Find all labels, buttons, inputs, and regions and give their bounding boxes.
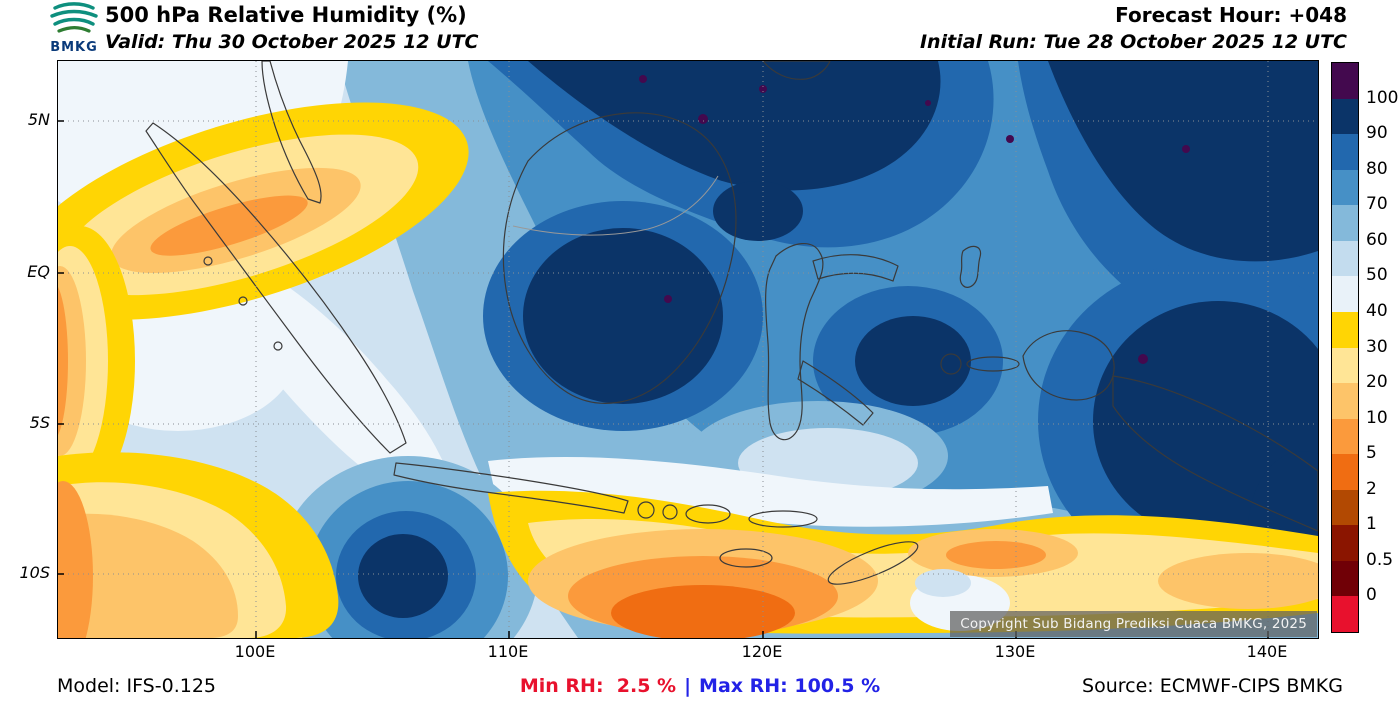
colorbar-tick-label: 40 <box>1366 300 1388 321</box>
bmkg-logo-icon <box>48 2 100 43</box>
colorbar-segment <box>1332 525 1358 561</box>
lon-label: 100E <box>234 642 276 661</box>
colorbar-tick-label: 20 <box>1366 372 1388 393</box>
lon-label: 130E <box>994 642 1036 661</box>
forecast-hour: Forecast Hour: +048 <box>1115 3 1347 27</box>
lon-label: 110E <box>487 642 529 661</box>
colorbar-segment <box>1332 205 1358 241</box>
max-rh: Max RH: 100.5 % <box>699 675 881 697</box>
model-label: Model: IFS-0.125 <box>57 675 216 697</box>
rh-map-svg <box>58 61 1318 638</box>
colorbar-tick-label: 0 <box>1366 585 1377 606</box>
colorbar-segment <box>1332 560 1358 597</box>
bmkg-logo: BMKG <box>44 1 104 55</box>
axis-ticks <box>58 120 1269 638</box>
colorbar-tick-label: 90 <box>1366 123 1388 144</box>
colorbar-segment <box>1332 169 1358 206</box>
colorbar-segment <box>1332 418 1358 455</box>
lat-label: EQ <box>27 262 50 281</box>
min-rh: Min RH: 2.5 % <box>519 675 677 697</box>
colorbar-tick-label: 30 <box>1366 336 1388 357</box>
page-title: 500 hPa Relative Humidity (%) <box>105 3 467 27</box>
colorbar-segment <box>1332 240 1358 277</box>
coastlines <box>145 61 1318 585</box>
colorbar-segment <box>1332 311 1358 348</box>
valid-time: Valid: Thu 30 October 2025 12 UTC <box>105 31 479 53</box>
lat-label: 10S <box>19 563 50 582</box>
colorbar-segment <box>1332 276 1358 312</box>
colorbar-tick-label: 100 <box>1366 87 1399 108</box>
lat-label: 5N <box>27 110 50 129</box>
colorbar-tick-label: 0.5 <box>1366 549 1394 570</box>
colorbar-tick-label: 2 <box>1366 478 1377 499</box>
colorbar-tick-label: 70 <box>1366 194 1388 215</box>
colorbar-segment <box>1332 347 1358 384</box>
gridlines <box>58 61 1318 638</box>
bmkg-logo-label: BMKG <box>50 40 98 55</box>
colorbar-segment <box>1332 63 1358 99</box>
copyright-overlay: Copyright Sub Bidang Prediksi Cuaca BMKG… <box>950 611 1317 637</box>
rh-separator: | <box>684 675 692 697</box>
lon-label: 120E <box>741 642 783 661</box>
colorbar-segment <box>1332 596 1358 632</box>
initial-run: Initial Run: Tue 28 October 2025 12 UTC <box>919 31 1347 53</box>
source-label: Source: ECMWF-CIPS BMKG <box>1082 675 1343 697</box>
colorbar-segment <box>1332 383 1358 419</box>
colorbar <box>1331 62 1359 633</box>
colorbar-segment <box>1332 489 1358 526</box>
colorbar-tick-label: 1 <box>1366 514 1377 535</box>
map-frame: Copyright Sub Bidang Prediksi Cuaca BMKG… <box>57 60 1319 639</box>
colorbar-tick-labels: 100 90 80 70 60 50 40 30 20 10 5 2 1 0.5 0 <box>1366 62 1400 631</box>
colorbar-segment <box>1332 98 1358 135</box>
colorbar-tick-label: 80 <box>1366 158 1388 179</box>
rh-field <box>58 61 1318 638</box>
lon-label: 140E <box>1246 642 1288 661</box>
colorbar-segment <box>1332 454 1358 490</box>
colorbar-tick-label: 10 <box>1366 407 1388 428</box>
colorbar-tick-label: 50 <box>1366 265 1388 286</box>
colorbar-segment <box>1332 134 1358 170</box>
lat-label: 5S <box>29 413 50 432</box>
colorbar-tick-label: 5 <box>1366 443 1377 464</box>
colorbar-tick-label: 60 <box>1366 229 1388 250</box>
rh-extremes: Min RH: 2.5 % | Max RH: 100.5 % <box>520 675 880 697</box>
